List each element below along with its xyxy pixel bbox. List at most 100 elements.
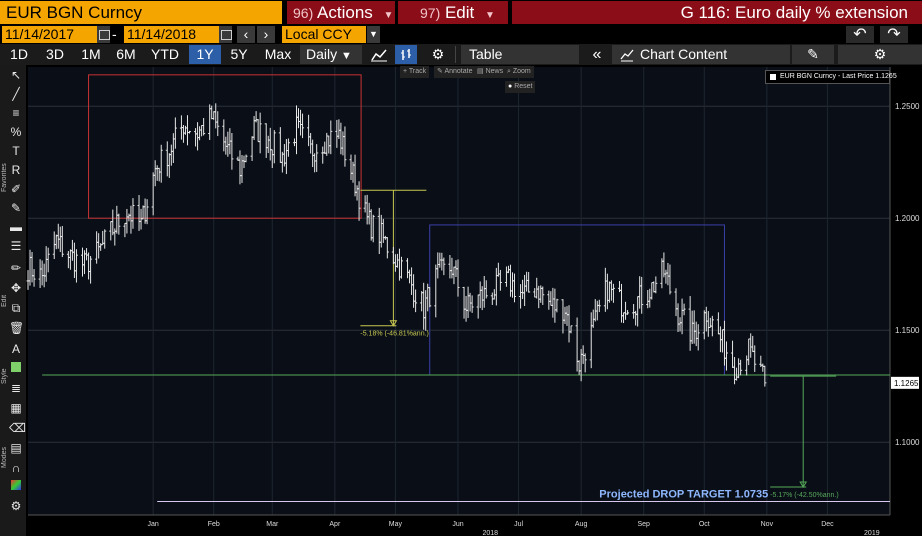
brush-icon[interactable]: ✐ (10, 182, 22, 196)
annotate-button[interactable]: ✎ Annotate (434, 66, 476, 78)
ohlc-bar (739, 359, 743, 376)
ohlc-bar (640, 276, 644, 314)
chevron-right-icon[interactable]: › (257, 26, 275, 43)
x-tick-label: Nov (761, 521, 774, 528)
zoom-label: Zoom (512, 68, 531, 75)
ohlc-bar (710, 315, 714, 337)
price-chart[interactable]: 1.2500 1.2000 1.1500 1.1000 Jan Feb Mar Apr May J… (26, 65, 922, 536)
move-icon[interactable]: ✥ (10, 281, 22, 295)
edit-icon[interactable]: ✎ (792, 45, 834, 64)
fib-icon[interactable]: ≡ (12, 106, 20, 120)
chart-legend[interactable]: EUR BGN Curncy - Last Price 1.1265 (765, 70, 897, 84)
period-3d-button[interactable]: 3D (46, 46, 64, 62)
trash-icon[interactable]: 🗑 (9, 321, 25, 335)
period-1d-button[interactable]: 1D (10, 46, 28, 62)
redo-icon[interactable]: ↷ (880, 26, 908, 43)
y-tick-label: 1.2500 (895, 102, 920, 111)
ohlc-bar (498, 269, 502, 291)
ohlc-bar (202, 118, 206, 136)
x-tick-label: Feb (208, 521, 220, 528)
ohlc-bar (131, 198, 135, 229)
period-5y-button[interactable]: 5Y (230, 46, 248, 62)
chevron-left-icon[interactable]: ‹ (237, 26, 255, 43)
reset-icon: ● (508, 83, 515, 90)
period-6m-button[interactable]: 6M (116, 46, 136, 62)
period-ytd-button[interactable]: YTD (151, 46, 179, 62)
pointer-icon[interactable]: ↖ (10, 68, 22, 82)
settings-gear-icon[interactable]: ⚙ (10, 499, 22, 513)
ratio-icon[interactable]: R (11, 163, 21, 177)
horizontal-line-icon[interactable]: ▬ (10, 220, 22, 234)
drawing-tools-strip: Favorites Edit Style Modes ↖ ╱ ≡ % T R ✐… (0, 65, 26, 536)
date-row: 11/14/2017 - 11/14/2018 ‹ › Local CCY ▼ … (0, 25, 922, 44)
zoom-button[interactable]: ⌕ Zoom (504, 66, 534, 78)
currency-select[interactable]: Local CCY (282, 26, 366, 43)
color-swatch-icon[interactable] (9, 361, 23, 375)
line-weight-icon[interactable]: ☰ (10, 239, 22, 253)
settings-icon[interactable]: ⚙ (431, 46, 445, 62)
y-tick-label: 1.1000 (895, 438, 920, 447)
annotation-box (88, 74, 362, 219)
end-date-input[interactable]: 11/14/2018 (124, 26, 230, 43)
pencil-icon[interactable]: ✏ (10, 261, 22, 275)
ohlc-bar (46, 247, 50, 273)
chart-content-button[interactable]: Chart Content (612, 45, 790, 64)
ohlc-bar (173, 117, 177, 149)
ohlc-bar (272, 130, 276, 164)
ohlc-bar (159, 144, 163, 183)
ohlc-bar (89, 256, 93, 284)
plot-area (28, 67, 890, 515)
ohlc-bar (442, 257, 446, 276)
strip-label-style: Style (1, 368, 8, 384)
frequency-select[interactable]: Daily ▼ (300, 45, 362, 64)
text-tool-icon[interactable]: T (12, 144, 20, 158)
ohlc-bar (456, 259, 460, 297)
news-label: News (485, 68, 504, 75)
ticker-field[interactable]: EUR BGN Curncy (0, 1, 282, 24)
gear-icon[interactable]: ⚙ (838, 45, 922, 64)
date-separator: - (112, 26, 117, 42)
edit-menu-button[interactable]: 97) Edit ▼ (398, 1, 508, 24)
fill-icon[interactable]: ▦ (10, 401, 22, 415)
calendar-icon[interactable] (219, 26, 232, 43)
undo-icon[interactable]: ↶ (846, 26, 874, 43)
percent-icon[interactable]: % (10, 125, 22, 139)
eraser-icon[interactable]: ⌫ (9, 421, 26, 435)
drop-target-label: Projected DROP TARGET 1.0735 (599, 489, 768, 501)
bar-chart-icon[interactable] (395, 45, 417, 64)
period-max-button[interactable]: Max (264, 46, 292, 62)
start-date-input[interactable]: 11/14/2017 (2, 26, 108, 43)
grid (28, 67, 891, 516)
palette-icon[interactable] (9, 479, 23, 493)
font-size-icon[interactable]: A (11, 342, 20, 356)
reset-button[interactable]: ● Reset (505, 81, 536, 93)
caret-down-icon[interactable]: ▼ (367, 26, 380, 43)
table-button[interactable]: Table (461, 45, 579, 64)
line-chart-icon[interactable] (367, 45, 391, 64)
pen-icon[interactable]: ✎ (10, 201, 22, 215)
actions-number: 96) (293, 5, 314, 21)
ohlc-bar (611, 283, 615, 303)
ohlc-bar (470, 295, 474, 313)
magnet-icon[interactable]: ∩ (11, 461, 21, 475)
news-button[interactable]: ▤ News (474, 66, 507, 78)
y-tick-label: 1.1500 (895, 326, 920, 335)
page-title: G 116: Euro daily % extension (512, 1, 922, 24)
trend-line-icon[interactable]: ╱ (12, 87, 20, 101)
legend-label: EUR BGN Curncy - Last Price 1.1265 (780, 73, 897, 80)
actions-menu-button[interactable]: 96) Actions ▼ (287, 1, 395, 24)
legend-swatch (770, 74, 776, 80)
copy-icon[interactable]: ⧉ (11, 301, 21, 315)
period-1m-button[interactable]: 1M (81, 46, 101, 62)
track-button[interactable]: + Track (400, 66, 430, 78)
x-tick-label: Aug (575, 521, 588, 528)
period-1y-button[interactable]: 1Y (189, 45, 221, 64)
highlight-icon[interactable]: ▤ (10, 441, 22, 455)
line-style-icon[interactable]: ≣ (10, 381, 22, 395)
chart-toolbar: 1D 3D 1M 6M YTD 1Y 5Y Max Daily ▼ ⚙ Tabl… (0, 44, 922, 65)
ohlc-bar (414, 289, 418, 313)
ohlc-bar (541, 286, 545, 305)
annotate-icon: ✎ (437, 68, 445, 75)
collapse-icon[interactable]: « (592, 46, 602, 63)
calendar-icon[interactable] (97, 26, 110, 43)
